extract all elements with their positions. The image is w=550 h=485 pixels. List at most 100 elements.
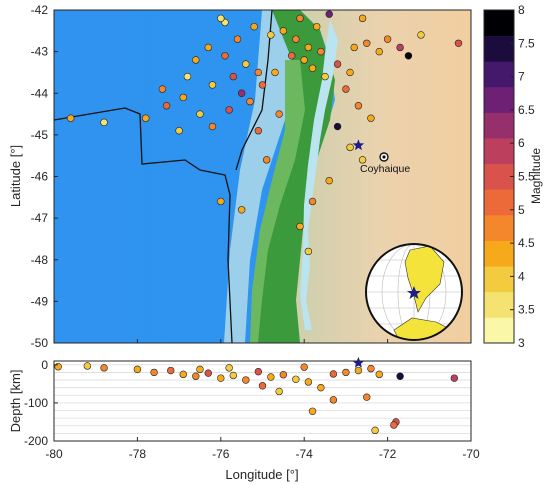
- lat-tick-label: -50: [31, 336, 49, 350]
- colorbar-segment: [484, 291, 514, 318]
- depth-xlabel: Longitude [°]: [225, 467, 298, 482]
- epicenter-point: [354, 102, 363, 110]
- epicenter-point: [454, 39, 463, 47]
- colorbar-tick-label: 5.5: [518, 170, 535, 184]
- colorbar-tick-label: 7: [518, 70, 525, 84]
- epicenter-point: [262, 156, 271, 164]
- lon-tick-label: -76: [212, 447, 230, 461]
- epicenter-points: [66, 10, 463, 256]
- hypocenter-point: [342, 368, 350, 377]
- hypocenter-point: [371, 426, 379, 435]
- hypocenter-point: [192, 372, 200, 380]
- colorbar-segment: [484, 266, 514, 293]
- colorbar-segment: [484, 189, 514, 216]
- colorbar-segment: [484, 317, 514, 344]
- epicenter-point: [350, 43, 358, 52]
- hypocenter-point: [150, 368, 158, 377]
- hypocenter-point: [363, 393, 371, 401]
- epicenter-point: [304, 247, 313, 256]
- epicenter-point: [229, 72, 238, 81]
- epicenter-point: [142, 114, 150, 122]
- epicenter-point: [162, 102, 171, 110]
- hypocenter-point: [133, 365, 142, 374]
- hypocenter-point: [292, 375, 300, 383]
- epicenter-point: [225, 106, 233, 114]
- hypocenter-point: [308, 407, 317, 415]
- epicenter-point: [308, 64, 317, 72]
- epicenter-point: [304, 43, 313, 52]
- epicenter-point: [158, 85, 167, 93]
- epicenter-point: [271, 68, 279, 77]
- epicenter-point: [417, 31, 425, 39]
- inset-globe: [365, 243, 463, 341]
- lat-tick-label: -44: [31, 86, 49, 100]
- epicenter-point: [325, 176, 333, 185]
- longitude-ticks: -80 -78 -76 -74 -72 -70: [45, 339, 480, 461]
- hypocenter-point: [196, 365, 204, 374]
- colorbar-tick-label: 6: [518, 136, 525, 150]
- depth-tick-label: -200: [24, 434, 48, 448]
- depth-mainshock-star: [352, 356, 365, 368]
- epicenter-point: [66, 114, 75, 122]
- epicenter-point: [313, 22, 321, 31]
- colorbar-tick-label: 4: [518, 269, 525, 283]
- colorbar-segment: [484, 10, 514, 37]
- epicenter-point: [308, 197, 317, 206]
- lon-tick-label: -72: [379, 447, 397, 461]
- lon-tick-label: -74: [296, 447, 314, 461]
- hypocenter-point: [450, 374, 459, 382]
- epicenter-point: [217, 14, 225, 23]
- depth-frame: [53, 360, 472, 442]
- epicenter-point: [233, 35, 242, 43]
- depth-mainshock-stars: [352, 356, 365, 368]
- colorbar-tick-label: 6.5: [518, 103, 535, 117]
- epicenter-point: [279, 27, 288, 35]
- colorbar-segment: [484, 138, 514, 165]
- hypocenter-point: [242, 376, 250, 384]
- map-panel: Coyhaique: [54, 10, 471, 343]
- mainshock-stars: [352, 139, 365, 151]
- plate-boundary: [54, 10, 273, 343]
- epicenter-point: [221, 52, 229, 60]
- colorbar-segment: [484, 112, 514, 139]
- hypocenter-point: [100, 364, 108, 372]
- hypocenter-point: [390, 421, 398, 429]
- epicenter-point: [346, 143, 354, 152]
- map-ylabel: Latitude [°]: [8, 145, 23, 207]
- lat-tick-label: -48: [31, 253, 49, 267]
- epicenter-point: [208, 81, 217, 89]
- epicenter-point: [254, 127, 263, 135]
- epicenter-point: [287, 52, 296, 60]
- colorbar-segment: [484, 240, 514, 267]
- lon-tick-label: -70: [462, 447, 480, 461]
- epicenter-point: [267, 31, 275, 39]
- epicenter-point: [242, 60, 250, 68]
- lakes: [300, 20, 338, 330]
- lat-tick-label: -42: [31, 3, 49, 17]
- latitude-ticks: -42 -43 -44 -45 -46 -47 -48 -49 -50: [31, 3, 58, 350]
- inset-star: [407, 286, 421, 299]
- colorbar-tick-label: 8: [518, 3, 525, 17]
- epicenter-point: [396, 43, 404, 52]
- epicenter-point: [175, 127, 183, 135]
- epicenter-point: [208, 122, 217, 131]
- epicenter-point: [404, 52, 413, 60]
- hypocenter-point: [317, 383, 325, 392]
- colorbar-tick-label: 3.5: [518, 303, 535, 317]
- hypocenter-point: [229, 371, 238, 380]
- epicenter-point: [300, 56, 308, 64]
- colorbar-segment: [484, 35, 514, 62]
- epicenter-point: [237, 206, 246, 214]
- city-marker-dot: [382, 155, 386, 159]
- hypocenter-point: [367, 364, 375, 373]
- hypocenter-point: [329, 396, 338, 404]
- lat-tick-label: -43: [31, 45, 49, 59]
- epicenter-point: [246, 97, 254, 106]
- hypocenter-point: [300, 363, 308, 371]
- colorbar-segment: [484, 163, 514, 190]
- land-fjords: [255, 10, 335, 343]
- lon-tick-label: -78: [129, 447, 147, 461]
- epicenter-point: [375, 47, 383, 56]
- epicenter-point: [296, 222, 304, 231]
- hypocenter-points: [54, 362, 459, 435]
